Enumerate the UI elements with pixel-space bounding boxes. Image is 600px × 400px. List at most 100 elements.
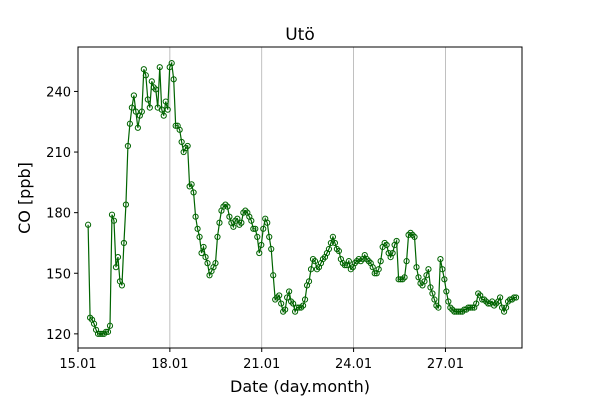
data-point — [433, 302, 440, 309]
data-point — [234, 215, 241, 222]
data-point — [120, 239, 128, 247]
x-tick-label: 18.01 — [151, 357, 188, 372]
data-point — [130, 92, 137, 99]
data-point — [325, 245, 333, 253]
data-point — [453, 308, 460, 315]
x-tick-label: 24.01 — [335, 357, 372, 372]
data-point — [311, 258, 319, 265]
data-point — [393, 237, 400, 245]
data-point — [347, 266, 354, 273]
data-point — [204, 260, 211, 267]
data-point — [375, 266, 382, 273]
data-point — [345, 258, 352, 265]
x-tick-label: 15.01 — [59, 357, 96, 372]
data-point — [282, 306, 289, 313]
data-point — [150, 84, 157, 91]
data-point — [309, 256, 317, 263]
data-point — [502, 304, 510, 311]
data-point — [128, 104, 135, 111]
y-tick-label: 120 — [46, 328, 71, 343]
data-point — [447, 304, 454, 311]
data-point — [395, 276, 402, 283]
data-point — [493, 300, 500, 307]
data-point — [293, 304, 301, 311]
y-axis-label: CO [ppb] — [15, 162, 34, 234]
data-point — [96, 330, 104, 337]
data-point — [108, 211, 116, 218]
data-point — [274, 294, 281, 301]
data-point — [365, 258, 372, 265]
data-point — [132, 108, 139, 115]
data-point — [230, 223, 237, 230]
data-point — [272, 296, 279, 303]
data-point — [118, 282, 126, 289]
y-tick-label: 210 — [46, 146, 71, 161]
data-point — [222, 201, 229, 208]
data-point — [413, 264, 420, 271]
data-point — [469, 304, 476, 311]
data-point — [401, 274, 408, 281]
data-point — [190, 189, 197, 196]
data-point — [353, 258, 360, 265]
data-point — [465, 304, 472, 311]
data-point — [212, 260, 219, 267]
data-point — [256, 249, 263, 257]
data-point — [327, 239, 335, 247]
data-point — [148, 78, 155, 85]
data-point — [497, 294, 504, 301]
data-point — [258, 241, 265, 249]
data-point — [307, 266, 315, 273]
data-point — [427, 284, 434, 291]
data-point — [268, 245, 275, 253]
data-point — [305, 278, 313, 285]
data-point — [90, 320, 98, 327]
data-point — [445, 298, 452, 305]
data-point — [182, 144, 189, 152]
data-point — [333, 245, 340, 253]
data-point — [431, 296, 438, 303]
data-point — [126, 120, 134, 127]
data-point — [110, 217, 118, 224]
y-tick-label: 150 — [46, 267, 71, 282]
data-point — [184, 142, 191, 150]
data-point — [280, 308, 287, 315]
data-point — [202, 253, 209, 261]
data-point — [114, 253, 122, 261]
data-point — [409, 231, 416, 238]
data-point — [104, 328, 112, 335]
data-point — [94, 330, 102, 337]
data-point — [473, 300, 480, 307]
data-point — [437, 256, 444, 263]
data-point — [441, 276, 448, 283]
data-point — [439, 266, 446, 273]
data-point — [411, 233, 418, 240]
data-point — [389, 249, 396, 257]
data-point — [329, 233, 337, 240]
data-point — [377, 258, 384, 265]
data-point — [266, 233, 273, 240]
data-point — [276, 292, 283, 299]
x-axis-label: Date (day.month) — [230, 377, 370, 396]
x-tick-label: 27.01 — [427, 357, 464, 372]
y-tick-label: 180 — [46, 207, 71, 222]
data-point — [278, 300, 285, 307]
data-point — [194, 225, 201, 232]
data-point — [178, 138, 185, 146]
data-point — [124, 142, 132, 150]
data-point — [475, 290, 482, 297]
data-point — [85, 221, 92, 228]
data-point — [170, 76, 177, 83]
data-point — [335, 247, 342, 255]
data-point — [425, 266, 432, 273]
data-point — [160, 112, 167, 119]
data-point — [299, 302, 307, 309]
data-point — [198, 249, 205, 257]
data-point — [216, 219, 223, 226]
data-point — [429, 290, 436, 297]
data-point — [491, 302, 498, 309]
data-point — [351, 260, 358, 267]
data-point — [355, 256, 362, 263]
data-point — [319, 256, 327, 263]
